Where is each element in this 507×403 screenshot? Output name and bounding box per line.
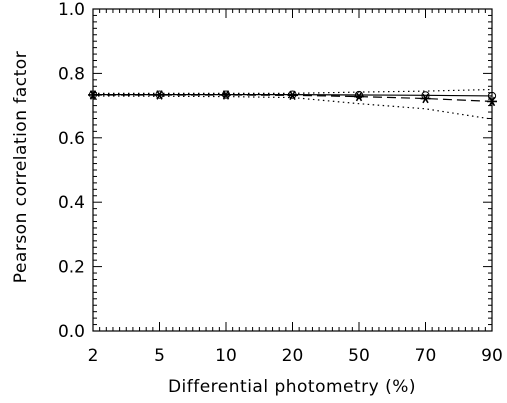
x-tick-label: 50: [348, 346, 370, 366]
x-tick-label: 20: [282, 346, 304, 366]
series-dotted-upper-line: [93, 88, 493, 94]
x-tick-label: 2: [88, 346, 99, 366]
y-tick-label: 1.0: [58, 0, 85, 20]
asterisk-marker: [420, 93, 431, 104]
x-axis-title: Differential photometry (%): [168, 377, 416, 397]
y-tick-label: 0.0: [58, 322, 85, 342]
circle-marker: [354, 90, 364, 100]
plot-frame: [92, 8, 493, 332]
asterisk-marker: [354, 91, 364, 102]
y-tick-label: 0.4: [58, 193, 85, 213]
asterisk-marker: [154, 90, 165, 100]
x-tick-label: 5: [154, 346, 165, 366]
y-tick-label: 0.2: [58, 258, 85, 278]
x-tick-label: 10: [215, 346, 237, 366]
y-axis-title: Pearson correlation factor: [11, 51, 31, 283]
x-tick-label: 90: [481, 346, 503, 366]
series-dotted-lower-line: [92, 95, 493, 120]
asterisk-marker: [287, 90, 298, 101]
circle-marker: [487, 91, 497, 101]
y-tick-label: 0.6: [58, 129, 85, 149]
x-tick-label: 70: [415, 346, 437, 366]
y-tick-label: 0.8: [58, 64, 85, 84]
asterisk-marker: [487, 96, 497, 107]
asterisk-marker: [221, 90, 231, 100]
asterisk-marker: [88, 90, 98, 100]
